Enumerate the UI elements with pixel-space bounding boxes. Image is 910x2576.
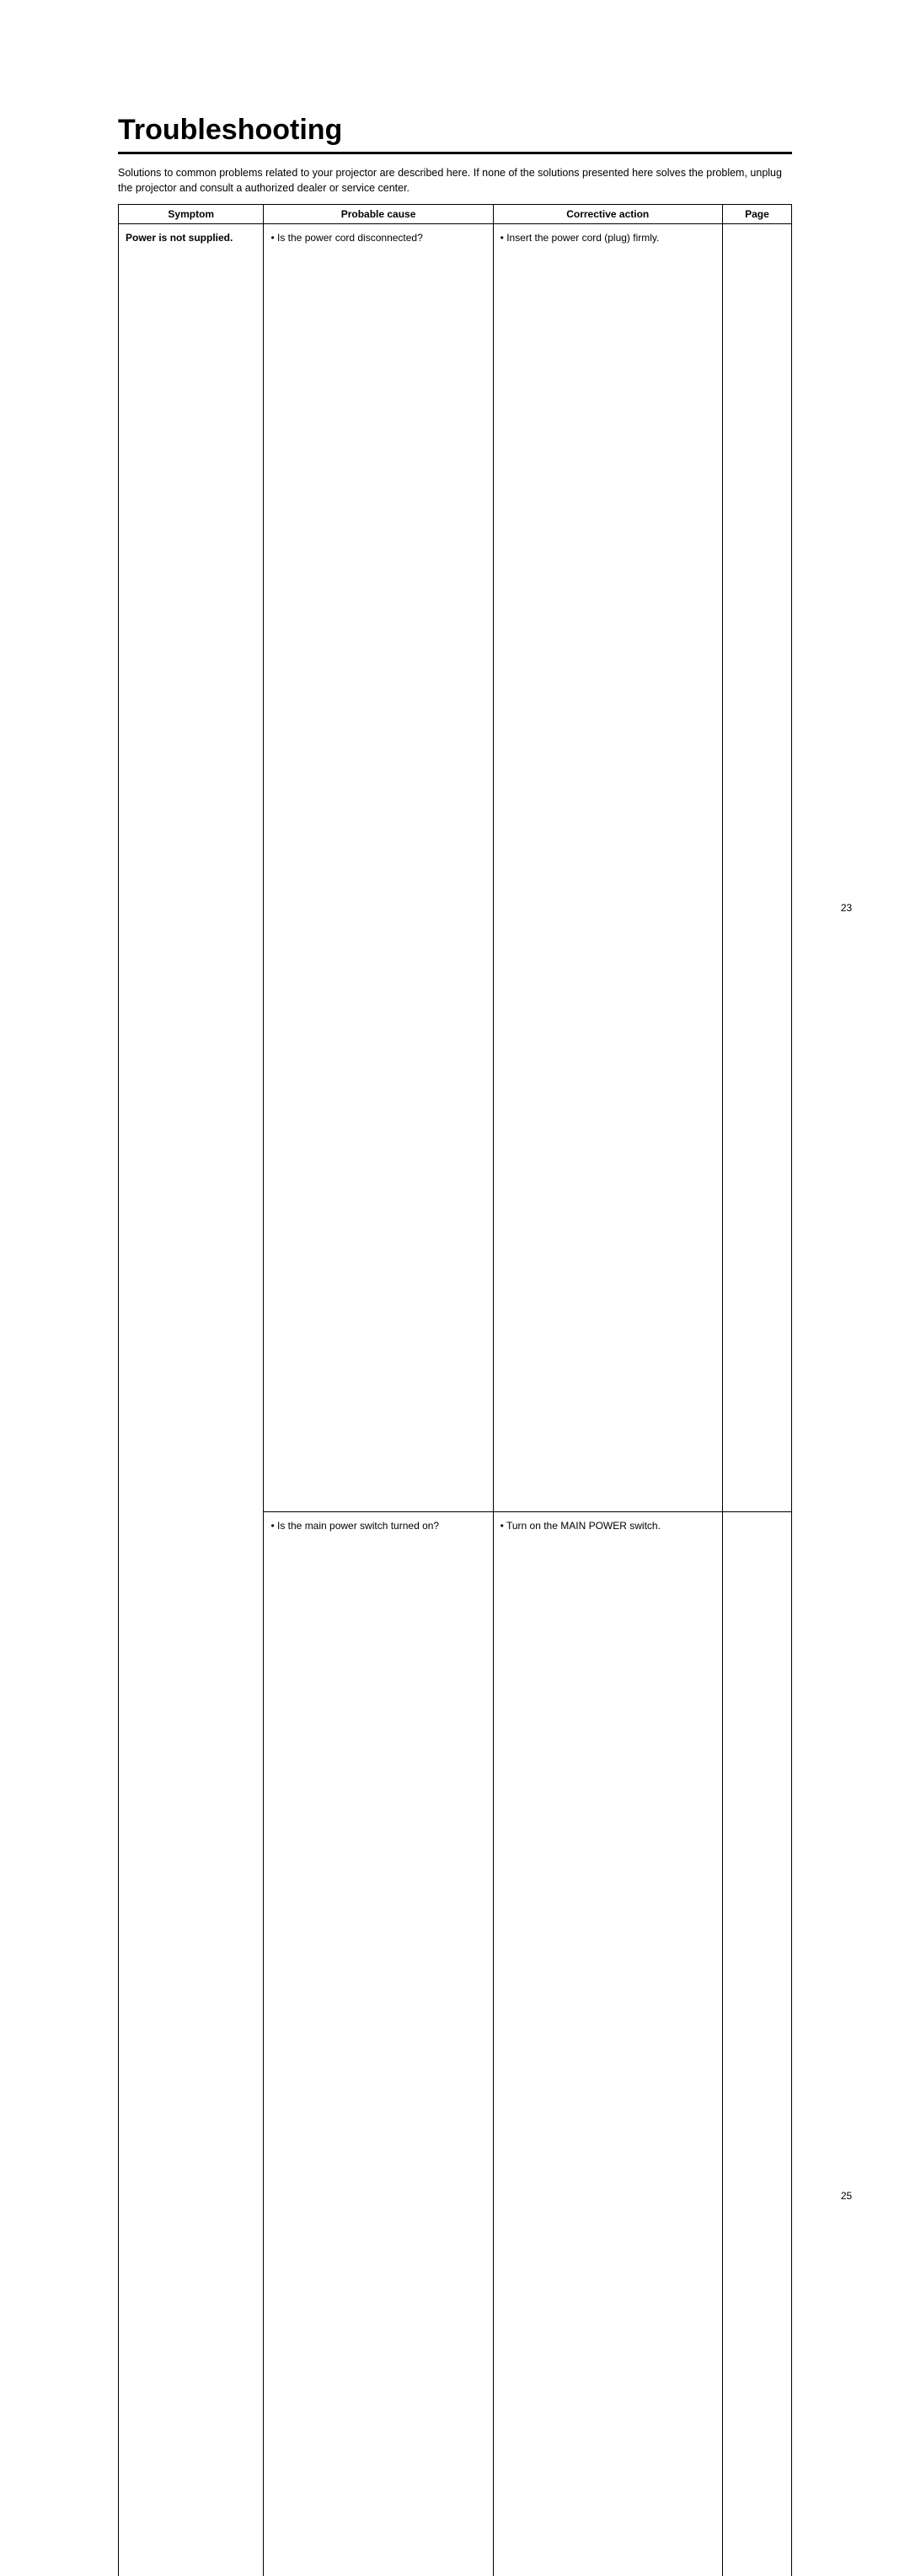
symptom-cell: Power is not supplied.	[119, 224, 264, 2576]
page-title: Troubleshooting	[118, 114, 792, 154]
cause-cell: • Is the main power switch turned on?	[264, 1512, 493, 2576]
troubleshooting-table: Symptom Probable cause Corrective action…	[118, 204, 792, 2576]
intro-text: Solutions to common problems related to …	[118, 166, 792, 196]
page-cell: 25	[722, 1512, 791, 2576]
cause-cell: • Is the power cord disconnected?	[264, 224, 493, 1512]
action-cell: • Turn on the MAIN POWER switch.	[493, 1512, 722, 2576]
header-page: Page	[722, 205, 791, 224]
header-action: Corrective action	[493, 205, 722, 224]
action-cell: • Insert the power cord (plug) firmly.	[493, 224, 722, 1512]
page-cell: 23	[722, 224, 791, 1512]
header-cause: Probable cause	[264, 205, 493, 224]
header-symptom: Symptom	[119, 205, 264, 224]
